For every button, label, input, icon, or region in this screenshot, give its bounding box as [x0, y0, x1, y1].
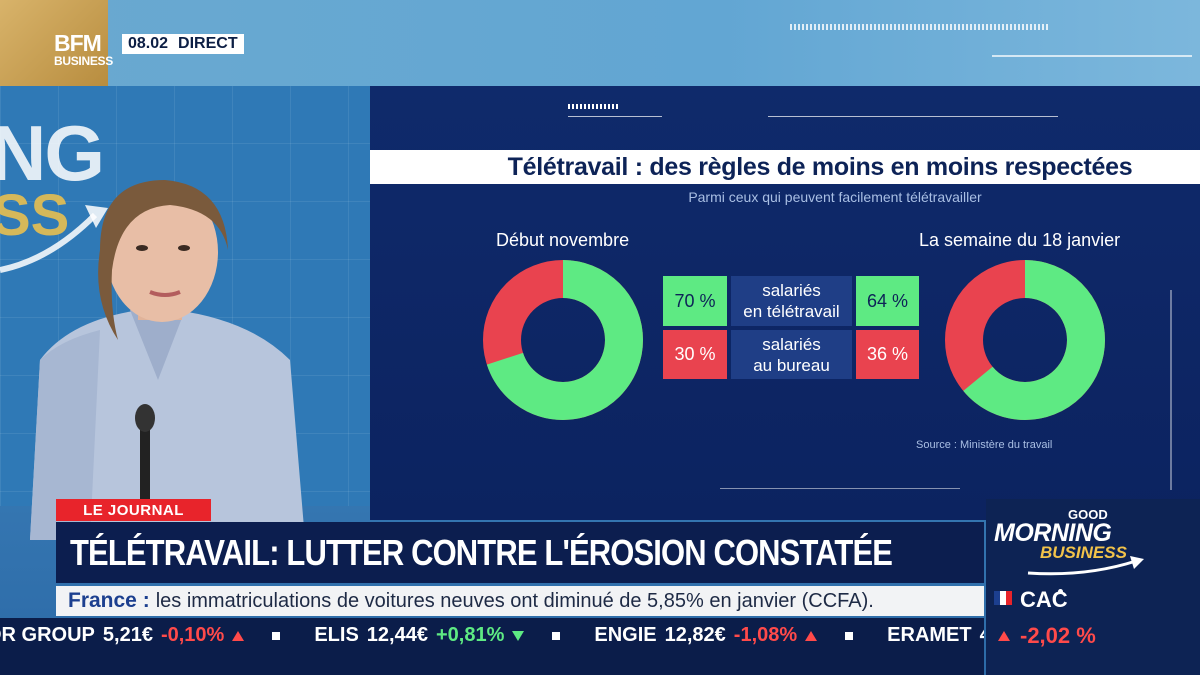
news-keyword: France : [68, 589, 150, 612]
ticker-item: ENGIE 12,82€ -1,08% [594, 624, 854, 647]
ticker-item: ELIS 12,44€ +0,81% [314, 624, 561, 647]
channel-logo-line1: BFM [54, 30, 102, 56]
trend-up-icon [512, 630, 525, 641]
stock-ticker: OR GROUP 5,21€ -0,10% ELIS 12,44€ +0,81% ENGIE… [0, 618, 984, 675]
ticker-change: +0,81% [435, 624, 505, 646]
donut-segment-telework [945, 260, 1105, 420]
live-label: DIRECT [178, 35, 238, 52]
france-flag-icon [994, 591, 1012, 605]
studio-arrow-icon [0, 205, 108, 273]
index-change: -2,02 % [1020, 623, 1096, 648]
ticker-change: -0,10% [160, 624, 225, 646]
channel-logo: BFM BUSINESS [54, 32, 118, 76]
right-office-value: 36 % [856, 330, 919, 379]
studio-gold-accent [0, 0, 108, 86]
ticker-price: 4 [980, 624, 984, 647]
infographic-title-band: Télétravail : des règles de moins en moi… [370, 150, 1200, 184]
headline-banner: TÉLÉTRAVAIL: LUTTER CONTRE L'ÉROSION CON… [56, 522, 984, 583]
donut-segment-telework [483, 260, 643, 420]
clock-time: 08.02 [128, 35, 169, 52]
deco-line [568, 104, 618, 109]
news-crawl: France : les immatriculations de voiture… [56, 586, 984, 616]
deco-line [720, 488, 960, 489]
trend-down-icon [232, 630, 245, 641]
ticker-name: ELIS [314, 624, 359, 646]
office-label-line2: au bureau [753, 355, 830, 375]
office-label-line1: salariés [762, 334, 821, 354]
ticker-track: OR GROUP 5,21€ -0,10% ELIS 12,44€ +0,81% ENGIE… [0, 624, 984, 647]
index-trend-icon [998, 631, 1010, 641]
ticker-separator-icon [552, 631, 561, 640]
left-period-label: Début novembre [496, 230, 630, 250]
market-index-box: CAC -2,02 % [986, 583, 1200, 675]
ticker-separator-icon [272, 631, 281, 640]
left-office-value: 30 % [663, 330, 727, 379]
right-telework-value: 64 % [856, 276, 919, 326]
telework-label-line2: en télétravail [743, 302, 840, 321]
office-row-label: salariés au bureau [731, 330, 852, 379]
headline-text: TÉLÉTRAVAIL: LUTTER CONTRE L'ÉROSION CON… [70, 531, 893, 573]
deco-line [1170, 290, 1172, 490]
show-logo-line2: MORNING [994, 519, 1112, 547]
show-logo-line1: GOOD [1068, 507, 1108, 522]
section-tag: LE JOURNAL [56, 499, 211, 521]
ticker-item: ERAMET 4 [887, 624, 984, 647]
ticker-name: ERAMET [887, 624, 972, 646]
source-note: Source : Ministère du travail [916, 439, 1053, 451]
deco-line [790, 24, 1050, 30]
infographic-subtitle: Parmi ceux qui peuvent facilement télétr… [688, 189, 982, 205]
telework-label-line1: salariés [762, 281, 821, 300]
show-logo: GOOD MORNING BUSINESS [986, 499, 1200, 583]
ticker-change: -1,08% [733, 624, 798, 646]
show-logo-swoosh-icon [1027, 556, 1144, 576]
ticker-price: 12,44€ [366, 624, 428, 646]
show-logo-line3: BUSINESS [1040, 543, 1127, 562]
ticker-price: 5,21€ [102, 624, 153, 646]
infographic-title: Télétravail : des règles de moins en moi… [507, 152, 1133, 181]
right-period-label: La semaine du 18 janvier [919, 230, 1121, 250]
live-dot-icon [1058, 589, 1063, 594]
donut-chart-january [945, 260, 1105, 420]
presenter-image [30, 180, 305, 540]
telework-row-label: salariés en télétravail [731, 276, 852, 326]
ticker-item: OR GROUP 5,21€ -0,10% [0, 624, 281, 647]
news-text: les immatriculations de voitures neuves … [155, 589, 874, 612]
deco-line [568, 116, 662, 117]
channel-logo-line2: BUSINESS [54, 54, 113, 68]
ticker-name: OR GROUP [0, 624, 95, 646]
studio-logo-fragment: NG [0, 109, 105, 197]
ticker-price: 12,82€ [664, 624, 726, 646]
ticker-separator-icon [845, 631, 854, 640]
studio-logo-fragment-gold: SS [0, 183, 70, 248]
live-indicator: 08.02 DIRECT [122, 34, 244, 54]
donut-chart-november [483, 260, 643, 420]
left-telework-value: 70 % [663, 276, 727, 326]
trend-down-icon [805, 630, 818, 641]
ticker-name: ENGIE [594, 624, 657, 646]
deco-line [992, 55, 1192, 57]
section-tag-label: LE JOURNAL [83, 501, 184, 519]
deco-line [768, 116, 1058, 117]
